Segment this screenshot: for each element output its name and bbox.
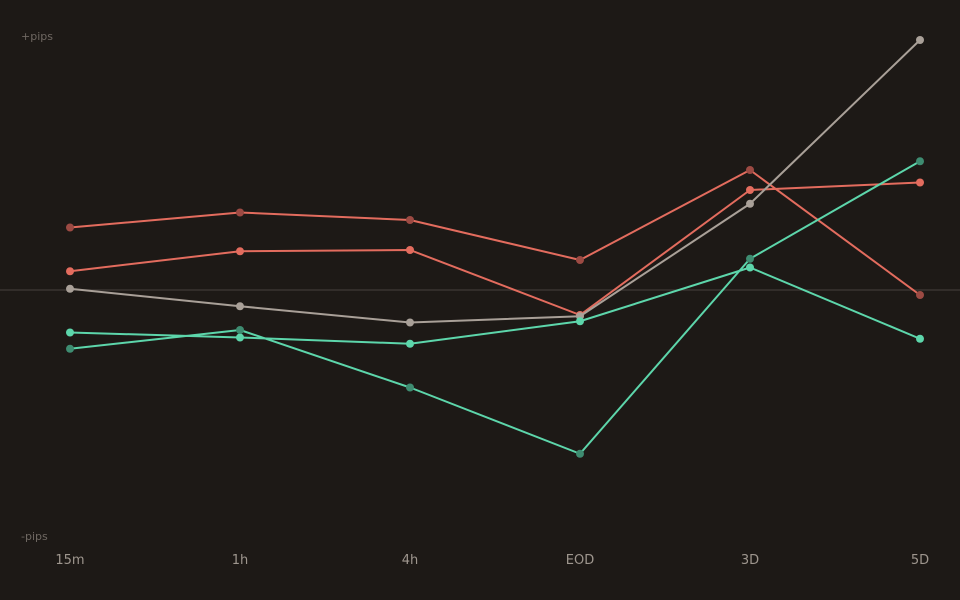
series-2-point-3D[interactable] (746, 186, 754, 194)
series-1-point-1h[interactable] (236, 208, 244, 217)
series-5 (66, 157, 924, 458)
series-2-point-4h[interactable] (406, 246, 414, 254)
series-3 (66, 36, 924, 327)
series-5-point-3D[interactable] (746, 254, 754, 263)
series-5-line (69, 160, 921, 455)
series-4 (66, 263, 924, 348)
series-4-point-5D[interactable] (916, 334, 924, 343)
series-3-point-4h[interactable] (406, 318, 414, 327)
series-3-point-5D[interactable] (916, 36, 924, 44)
series-5-point-5D[interactable] (916, 157, 924, 166)
series-5-point-1h[interactable] (236, 326, 244, 334)
series-2-line (69, 181, 921, 316)
series-3-point-15m[interactable] (66, 284, 74, 293)
series-5-point-4h[interactable] (406, 383, 414, 392)
x-tick-label: 15m (55, 553, 84, 568)
series-4-point-3D[interactable] (746, 263, 754, 272)
series-2-point-5D[interactable] (916, 178, 924, 187)
series-1-line (69, 169, 921, 296)
x-tick-label: 3D (741, 553, 759, 568)
series-5-point-15m[interactable] (66, 344, 74, 353)
x-tick-label: 4h (402, 553, 419, 568)
series-4-line (69, 266, 921, 345)
series-4-point-EOD[interactable] (576, 317, 584, 326)
y-axis-top-label: +pips (21, 30, 53, 43)
series-layer (66, 36, 924, 458)
x-axis-ticks: 15m 1h 4h EOD 3D 5D (55, 553, 929, 568)
series-2-point-15m[interactable] (66, 267, 74, 276)
series-3-point-3D[interactable] (746, 199, 754, 208)
series-1-point-15m[interactable] (66, 223, 74, 232)
series-4-point-4h[interactable] (406, 339, 414, 348)
x-tick-label: 1h (232, 553, 249, 568)
series-4-point-1h[interactable] (236, 333, 244, 342)
series-1-point-5D[interactable] (916, 291, 924, 299)
series-4-point-15m[interactable] (66, 328, 74, 337)
x-tick-label: 5D (911, 553, 929, 568)
series-2 (66, 178, 924, 319)
series-1-point-3D[interactable] (746, 166, 754, 174)
series-2-point-1h[interactable] (236, 247, 244, 256)
series-1-point-EOD[interactable] (576, 256, 584, 264)
series-3-point-1h[interactable] (236, 302, 244, 311)
x-tick-label: EOD (566, 553, 594, 568)
series-1-point-4h[interactable] (406, 216, 414, 224)
series-3-line (69, 39, 921, 324)
y-axis-bottom-label: -pips (21, 530, 48, 543)
series-5-point-EOD[interactable] (576, 449, 584, 458)
series-1 (66, 166, 924, 299)
